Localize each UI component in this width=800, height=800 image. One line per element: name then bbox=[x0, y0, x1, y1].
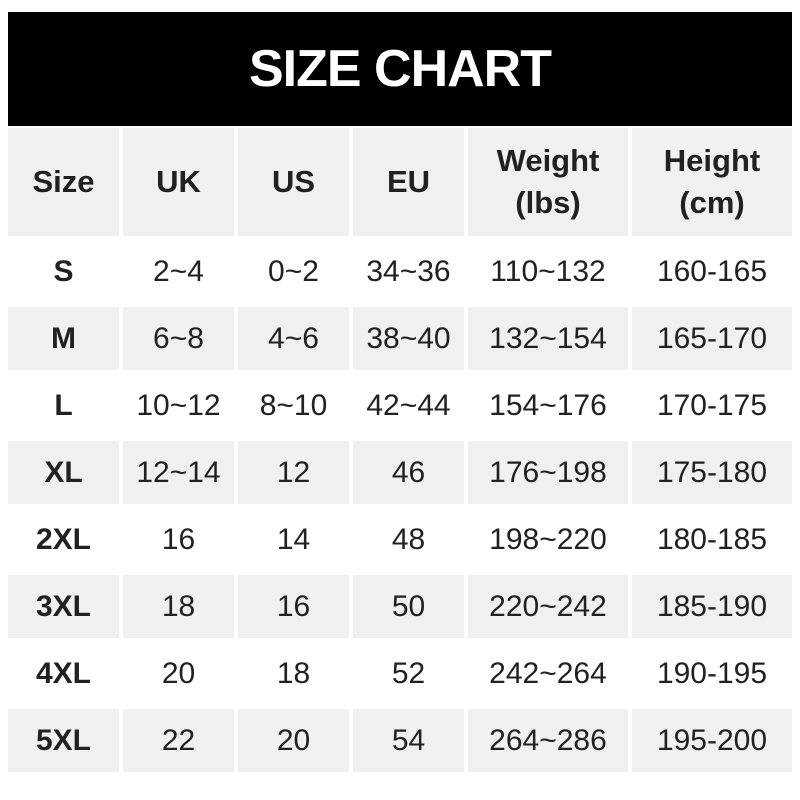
value-cell: 10~12 bbox=[123, 374, 234, 437]
table-row: 4XL 20 18 52 242~264 190-195 bbox=[8, 642, 792, 705]
column-header: Weight (lbs) bbox=[468, 128, 628, 236]
value-cell: 38~40 bbox=[353, 307, 464, 370]
value-cell: 16 bbox=[238, 575, 349, 638]
table-body: S 2~4 0~2 34~36 110~132 160-165 M 6~8 4~6 38~40 13… bbox=[8, 240, 792, 772]
value-cell: 175-180 bbox=[632, 441, 792, 504]
value-cell: 185-190 bbox=[632, 575, 792, 638]
value-cell: 2~4 bbox=[123, 240, 234, 303]
value-cell: 50 bbox=[353, 575, 464, 638]
value-cell: 195-200 bbox=[632, 709, 792, 772]
value-cell: 34~36 bbox=[353, 240, 464, 303]
value-cell: 16 bbox=[123, 508, 234, 571]
size-label-cell: 3XL bbox=[8, 575, 119, 638]
value-cell: 220~242 bbox=[468, 575, 628, 638]
header-row: Size UK US EU Weight (lbs) Height (cm) bbox=[8, 128, 792, 236]
size-label-cell: M bbox=[8, 307, 119, 370]
size-label-cell: 4XL bbox=[8, 642, 119, 705]
value-cell: 42~44 bbox=[353, 374, 464, 437]
size-label-cell: 5XL bbox=[8, 709, 119, 772]
table-row: XL 12~14 12 46 176~198 175-180 bbox=[8, 441, 792, 504]
column-header: US bbox=[238, 128, 349, 236]
value-cell: 160-165 bbox=[632, 240, 792, 303]
value-cell: 8~10 bbox=[238, 374, 349, 437]
size-chart-page: SIZE CHART Size UK US EU Weight (lbs) Height … bbox=[4, 12, 796, 776]
table-row: 3XL 18 16 50 220~242 185-190 bbox=[8, 575, 792, 638]
value-cell: 22 bbox=[123, 709, 234, 772]
value-cell: 20 bbox=[238, 709, 349, 772]
value-cell: 12~14 bbox=[123, 441, 234, 504]
value-cell: 0~2 bbox=[238, 240, 349, 303]
value-cell: 110~132 bbox=[468, 240, 628, 303]
value-cell: 48 bbox=[353, 508, 464, 571]
table-row: 2XL 16 14 48 198~220 180-185 bbox=[8, 508, 792, 571]
value-cell: 154~176 bbox=[468, 374, 628, 437]
value-cell: 170-175 bbox=[632, 374, 792, 437]
value-cell: 18 bbox=[123, 575, 234, 638]
value-cell: 132~154 bbox=[468, 307, 628, 370]
value-cell: 198~220 bbox=[468, 508, 628, 571]
table-row: M 6~8 4~6 38~40 132~154 165-170 bbox=[8, 307, 792, 370]
column-header: EU bbox=[353, 128, 464, 236]
value-cell: 46 bbox=[353, 441, 464, 504]
value-cell: 165-170 bbox=[632, 307, 792, 370]
page-title: SIZE CHART bbox=[249, 40, 552, 98]
value-cell: 4~6 bbox=[238, 307, 349, 370]
size-label-cell: XL bbox=[8, 441, 119, 504]
value-cell: 54 bbox=[353, 709, 464, 772]
table-row: 5XL 22 20 54 264~286 195-200 bbox=[8, 709, 792, 772]
value-cell: 180-185 bbox=[632, 508, 792, 571]
value-cell: 242~264 bbox=[468, 642, 628, 705]
value-cell: 12 bbox=[238, 441, 349, 504]
value-cell: 14 bbox=[238, 508, 349, 571]
title-banner: SIZE CHART bbox=[8, 12, 792, 126]
value-cell: 18 bbox=[238, 642, 349, 705]
size-chart-table: Size UK US EU Weight (lbs) Height (cm) S 2~4 0~… bbox=[4, 124, 796, 776]
column-header: Size bbox=[8, 128, 119, 236]
value-cell: 6~8 bbox=[123, 307, 234, 370]
size-label-cell: S bbox=[8, 240, 119, 303]
value-cell: 190-195 bbox=[632, 642, 792, 705]
size-label-cell: 2XL bbox=[8, 508, 119, 571]
value-cell: 176~198 bbox=[468, 441, 628, 504]
size-label-cell: L bbox=[8, 374, 119, 437]
value-cell: 52 bbox=[353, 642, 464, 705]
value-cell: 20 bbox=[123, 642, 234, 705]
value-cell: 264~286 bbox=[468, 709, 628, 772]
table-row: S 2~4 0~2 34~36 110~132 160-165 bbox=[8, 240, 792, 303]
column-header: Height (cm) bbox=[632, 128, 792, 236]
table-row: L 10~12 8~10 42~44 154~176 170-175 bbox=[8, 374, 792, 437]
column-header: UK bbox=[123, 128, 234, 236]
